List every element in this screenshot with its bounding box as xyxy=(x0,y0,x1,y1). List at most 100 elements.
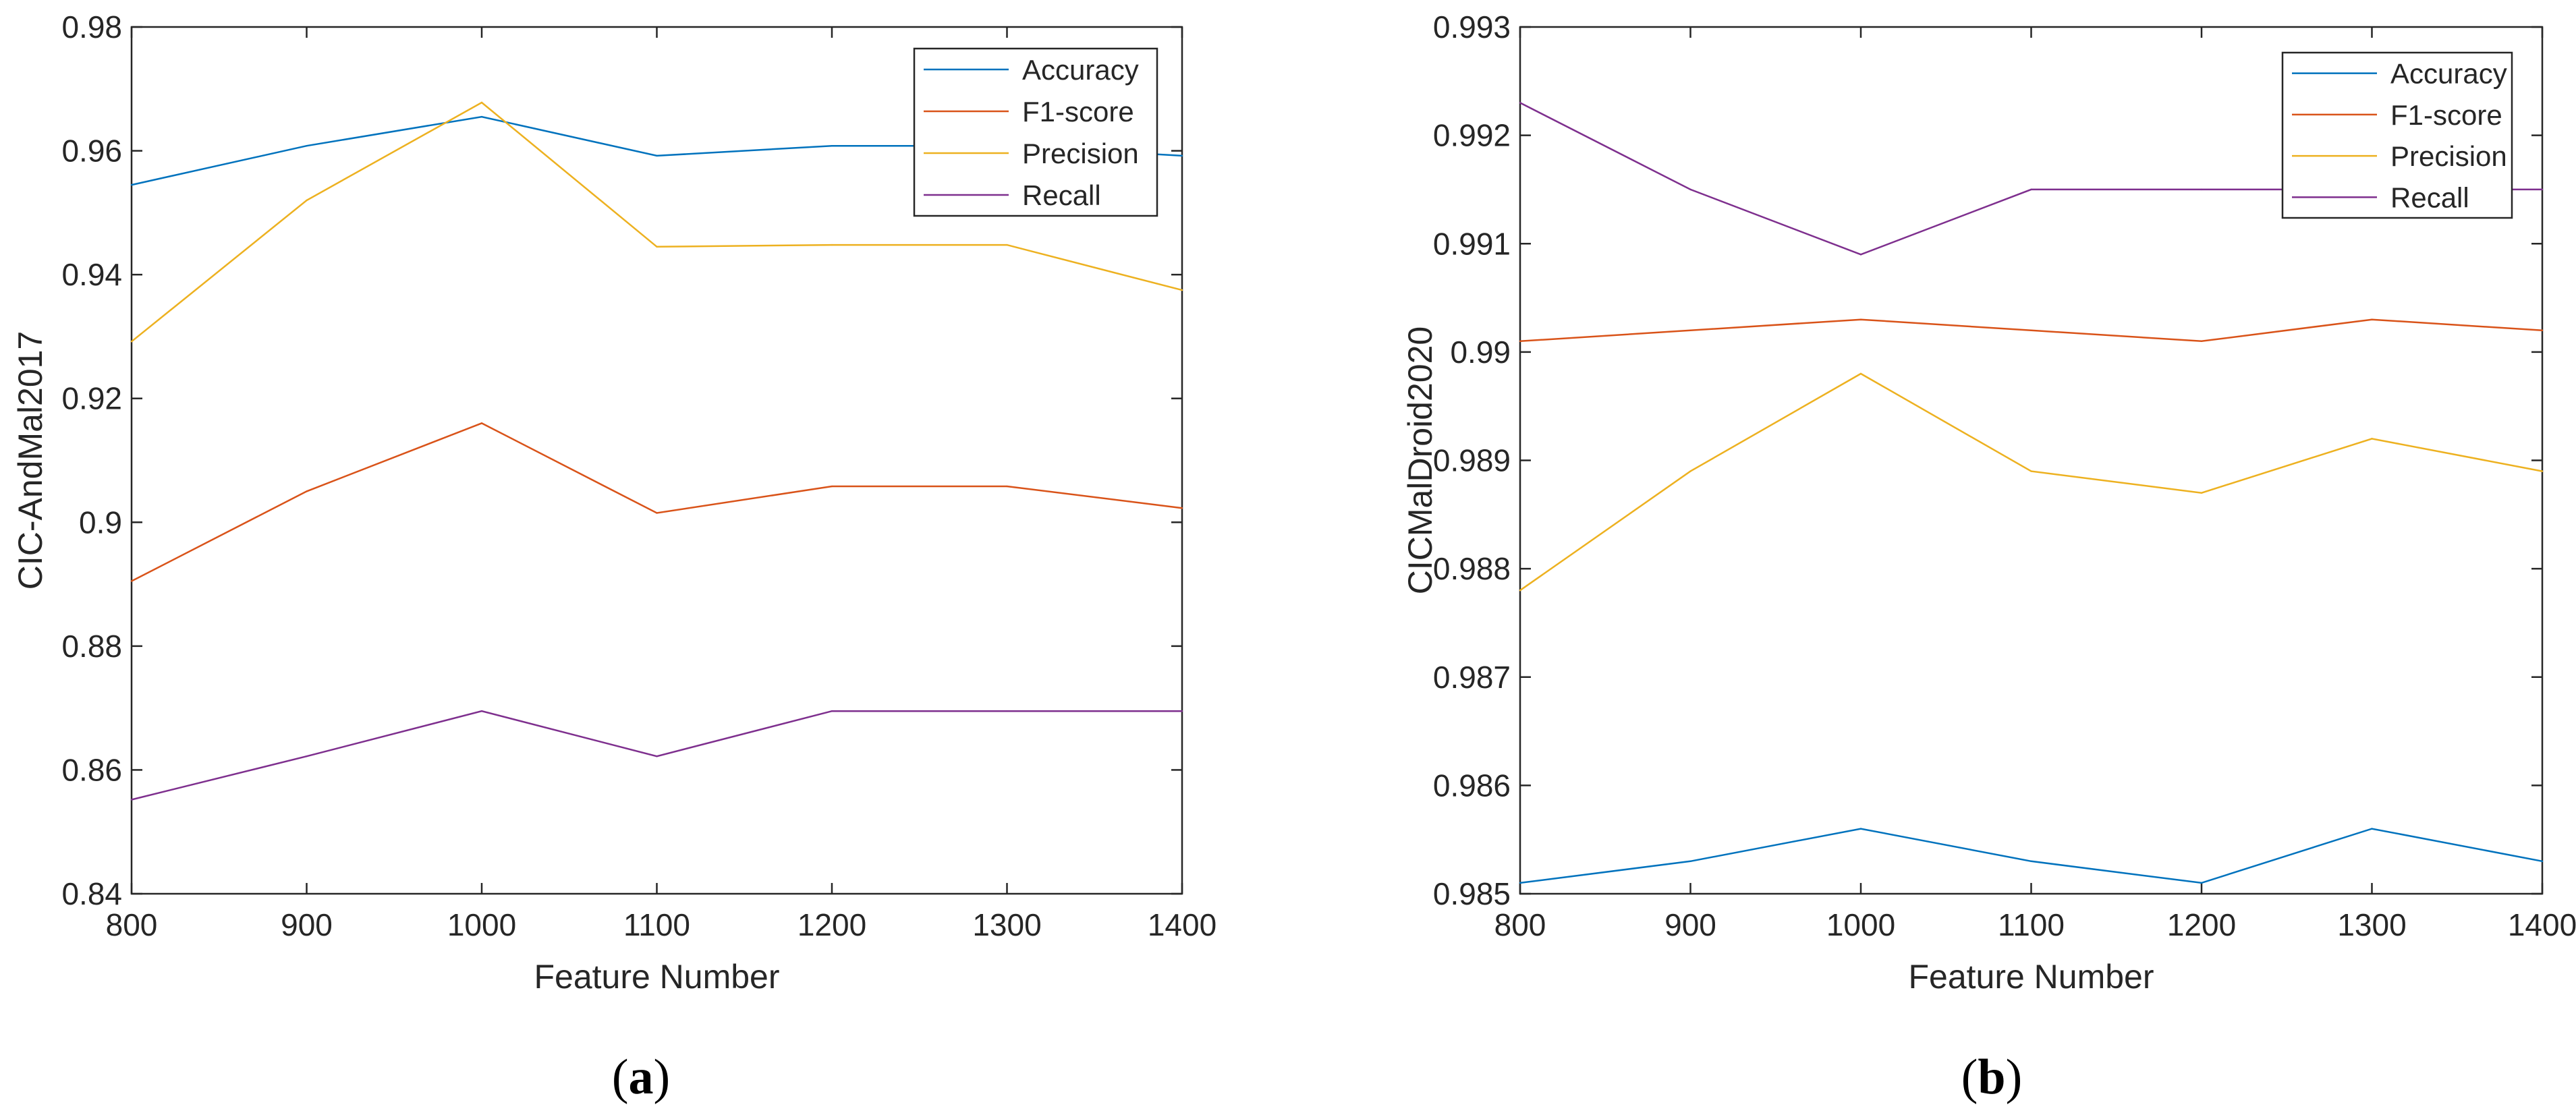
x-tick-label: 1400 xyxy=(2508,907,2576,942)
data-point xyxy=(2030,470,2032,472)
legend-label: Precision xyxy=(1022,138,1139,169)
data-point xyxy=(656,755,658,757)
data-point xyxy=(831,244,833,246)
data-point xyxy=(1181,507,1183,509)
y-axis-label: CIC-AndMal2017 xyxy=(11,331,49,590)
x-tick-label: 900 xyxy=(1664,907,1716,942)
y-tick-label: 0.992 xyxy=(1433,118,1511,153)
data-point xyxy=(130,341,133,343)
series-recall xyxy=(130,710,1183,801)
data-point xyxy=(1859,372,1862,375)
legend-label: Recall xyxy=(2390,181,2469,213)
data-point xyxy=(2541,329,2544,331)
data-point xyxy=(2541,188,2544,191)
data-point xyxy=(2200,340,2203,343)
y-tick-label: 0.985 xyxy=(1433,876,1511,911)
data-point xyxy=(1859,318,1862,320)
data-point xyxy=(1519,102,1521,104)
data-point xyxy=(656,154,658,157)
data-point xyxy=(306,199,308,202)
data-point xyxy=(130,799,133,801)
data-point xyxy=(480,115,483,118)
data-point xyxy=(480,710,483,712)
legend-label: F1-score xyxy=(1022,96,1134,127)
y-tick-label: 0.94 xyxy=(61,257,122,292)
data-point xyxy=(480,101,483,104)
legend-label: Precision xyxy=(2390,140,2507,172)
data-point xyxy=(656,246,658,248)
series-accuracy xyxy=(1519,828,2544,884)
y-tick-label: 0.991 xyxy=(1433,226,1511,261)
data-point xyxy=(1519,882,1521,884)
data-point xyxy=(306,490,308,492)
y-tick-label: 0.987 xyxy=(1433,660,1511,695)
data-point xyxy=(1006,710,1008,712)
series-precision xyxy=(130,101,1183,343)
x-tick-label: 1000 xyxy=(1826,907,1895,942)
data-point xyxy=(1689,329,1691,331)
x-tick-label: 1200 xyxy=(2167,907,2236,942)
y-tick-label: 0.92 xyxy=(61,381,122,416)
data-point xyxy=(2541,860,2544,863)
x-tick-label: 1100 xyxy=(1998,907,2065,942)
data-point xyxy=(1519,340,1521,343)
x-tick-label: 1300 xyxy=(972,907,1041,942)
y-tick-label: 0.99 xyxy=(1450,335,1511,370)
data-point xyxy=(1859,254,1862,256)
legend: Accuracy F1-score Precision Recall xyxy=(2281,51,2513,219)
data-point xyxy=(306,755,308,757)
x-tick-label: 1000 xyxy=(447,907,516,942)
data-point xyxy=(1181,710,1183,712)
data-point xyxy=(2200,492,2203,494)
series-line xyxy=(1519,828,2543,884)
series-f1-score xyxy=(1519,318,2544,343)
chart-a: 800 900 1000 1100 1200 1300 1400 0.84 0.86 0.88 0.… xyxy=(11,9,1216,996)
y-tick-label: 0.88 xyxy=(61,629,122,664)
data-point xyxy=(1006,485,1008,488)
y-tick-label: 0.9 xyxy=(79,505,122,540)
y-axis-label: CICMalDroid2020 xyxy=(1401,326,1439,594)
data-point xyxy=(831,710,833,712)
data-point xyxy=(2371,828,2373,830)
series-f1-score xyxy=(130,422,1183,582)
data-point xyxy=(1689,188,1691,191)
x-tick-label: 800 xyxy=(1494,907,1546,942)
data-point xyxy=(2371,438,2373,440)
data-point xyxy=(480,422,483,424)
x-axis-label: Feature Number xyxy=(1908,958,2154,996)
data-point xyxy=(130,183,133,186)
data-point xyxy=(1859,828,1862,830)
y-tick-label: 0.86 xyxy=(61,752,122,787)
y-tick-label: 0.989 xyxy=(1433,443,1511,478)
data-point xyxy=(1006,244,1008,246)
y-tick-label: 0.96 xyxy=(61,134,122,169)
series-line xyxy=(131,422,1183,582)
data-point xyxy=(2030,860,2032,863)
data-point xyxy=(1181,154,1183,157)
y-tick-label: 0.993 xyxy=(1433,9,1511,45)
data-point xyxy=(2371,318,2373,320)
data-point xyxy=(2200,882,2203,884)
data-point xyxy=(2030,329,2032,331)
x-tick-label: 900 xyxy=(281,907,333,942)
legend-label: Recall xyxy=(1022,179,1101,211)
x-tick-label: 1300 xyxy=(2337,907,2406,942)
data-point xyxy=(1181,289,1183,291)
data-point xyxy=(130,580,133,582)
y-tick-label: 0.84 xyxy=(61,876,122,911)
legend: Accuracy F1-score Precision Recall xyxy=(913,47,1158,217)
data-point xyxy=(2541,470,2544,472)
x-tick-label: 1200 xyxy=(797,907,866,942)
legend-label: F1-score xyxy=(2390,99,2502,131)
y-tick-label: 0.986 xyxy=(1433,768,1511,803)
chart-b: 800 900 1000 1100 1200 1300 1400 0.985 0.986 0.98… xyxy=(1401,9,2576,996)
series-line xyxy=(131,710,1182,801)
caption-a: (a) xyxy=(611,1050,671,1105)
y-tick-label: 0.98 xyxy=(61,9,122,45)
x-tick-label: 1100 xyxy=(623,907,690,942)
data-point xyxy=(1689,860,1691,863)
data-point xyxy=(2200,188,2203,191)
x-axis-label: Feature Number xyxy=(534,958,779,996)
x-tick-label: 800 xyxy=(106,907,158,942)
